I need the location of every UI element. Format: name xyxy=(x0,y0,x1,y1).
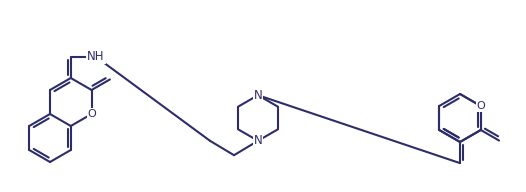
Text: O: O xyxy=(477,101,485,111)
Text: N: N xyxy=(254,89,262,102)
Text: O: O xyxy=(87,109,96,119)
Text: NH: NH xyxy=(87,50,105,63)
Text: N: N xyxy=(254,134,262,147)
